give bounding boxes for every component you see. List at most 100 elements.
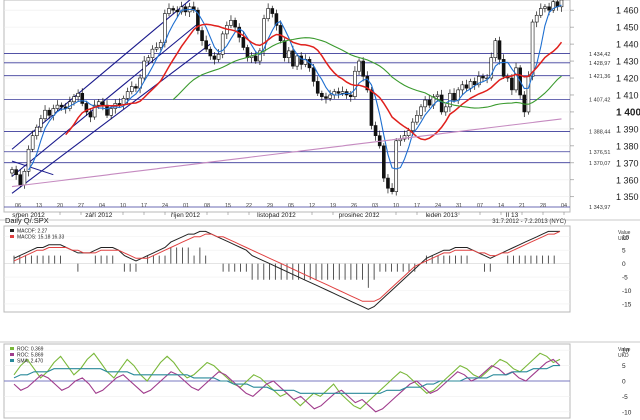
candle-body: [460, 84, 465, 91]
candle-body: [72, 96, 76, 103]
candle-body: [43, 109, 47, 120]
candle-body: [216, 53, 221, 60]
candle-body: [282, 40, 287, 58]
price-plot-frame: [3, 0, 571, 213]
candle-body: [348, 94, 353, 97]
candle-body: [415, 115, 419, 123]
y-tick-label: 1 410: [616, 90, 639, 100]
indicator-title: Daily Q/.SPX: [5, 216, 49, 225]
roc-line: [13, 358, 561, 413]
candle-body: [125, 91, 130, 99]
level-label: 1 421,36: [589, 74, 610, 80]
x-tick-label: 28: [540, 203, 546, 209]
candle-body: [179, 6, 184, 13]
candle-body: [220, 33, 225, 55]
candle-body: [299, 55, 303, 65]
month-label: prosinec 2012: [339, 212, 380, 219]
y-tick-label: 10: [622, 348, 630, 355]
axis-header: Value: [618, 347, 631, 353]
candle-body: [270, 8, 275, 14]
candle-body: [84, 103, 89, 113]
x-tick-label: 17: [141, 203, 147, 209]
candle-body: [208, 48, 213, 57]
month-label: září 2012: [85, 212, 112, 219]
macd-line: [13, 230, 560, 310]
level-label: 1 370,07: [589, 161, 610, 167]
candle-body: [406, 130, 411, 136]
y-tick-label: 1 440: [616, 40, 639, 50]
candle-body: [150, 48, 155, 58]
month-label: leden 2013: [426, 212, 459, 219]
legend-swatch: [10, 347, 14, 350]
candle-body: [489, 57, 494, 79]
candle-body: [101, 101, 105, 106]
candle-body: [163, 13, 167, 43]
channel-line: [11, 160, 54, 176]
y-tick-label: 0: [622, 379, 626, 386]
x-tick-label: 31: [456, 203, 462, 209]
candle-body: [212, 55, 217, 60]
x-tick-label: 22: [246, 203, 252, 209]
axis-header: UKD: [618, 353, 629, 359]
x-tick-label: 03: [372, 203, 378, 209]
candle-body: [547, 6, 551, 11]
candle-body: [241, 37, 246, 48]
candle-body: [158, 42, 163, 48]
date-range: 31.7.2012 - 7.2.2013 (NYC): [492, 219, 566, 225]
x-tick-label: 26: [351, 203, 357, 209]
x-tick-label: 21: [519, 203, 525, 209]
candle-body: [419, 106, 423, 116]
candle-body: [233, 20, 237, 28]
candle-body: [551, 1, 556, 11]
candle-body: [373, 125, 378, 136]
candle-body: [477, 76, 481, 86]
roc-line: [13, 365, 560, 394]
candle-body: [130, 86, 134, 92]
candle-body: [493, 40, 498, 58]
legend-swatch: [10, 353, 14, 356]
candle-body: [92, 104, 97, 118]
candle-body: [336, 91, 341, 94]
moving-average-line: [28, 4, 562, 171]
candle-body: [109, 108, 113, 116]
candle-body: [448, 92, 452, 108]
legend-swatch: [10, 229, 14, 232]
candle-body: [26, 148, 31, 172]
candle-body: [472, 81, 477, 86]
candle-body: [530, 21, 535, 77]
candle-body: [142, 60, 147, 79]
candle-body: [497, 40, 502, 60]
candle-body: [295, 55, 299, 67]
candle-body: [353, 70, 357, 97]
candle-body: [468, 81, 473, 89]
candle-body: [167, 8, 171, 14]
y-tick-label: 1 460: [616, 6, 639, 16]
legend-swatch: [10, 359, 14, 362]
candle-body: [10, 169, 14, 174]
candle-body: [80, 92, 85, 104]
candle-body: [464, 84, 469, 89]
candle-body: [229, 20, 233, 26]
x-tick-label: 24: [162, 203, 168, 209]
candle-body: [435, 94, 440, 97]
candle-body: [14, 169, 18, 175]
y-tick-label: 1 360: [616, 175, 639, 185]
candle-body: [200, 30, 204, 42]
legend-label: ROC: 5.869: [17, 353, 44, 359]
candle-body: [452, 92, 456, 101]
candle-body: [559, 0, 564, 8]
candle-body: [287, 50, 291, 58]
legend-label: ROC: 0.369: [17, 347, 44, 353]
x-tick-label: 05: [288, 203, 294, 209]
macd-histogram: [13, 247, 555, 288]
candle-body: [196, 9, 200, 31]
x-tick-label: 27: [78, 203, 84, 209]
horizontal-levels: 1 434,42 1 428,97 1 421,36 1 407,42 1 388,44…: [4, 52, 610, 211]
moving-averages: [11, 4, 563, 188]
x-tick-label: 20: [57, 203, 63, 209]
y-tick-label: 1 390: [616, 124, 639, 134]
